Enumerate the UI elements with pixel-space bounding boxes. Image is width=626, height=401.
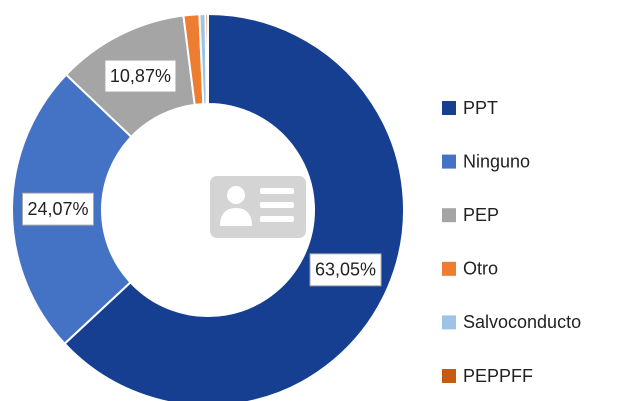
data-label-text: 10,87%: [110, 66, 171, 86]
legend-label: Ninguno: [463, 151, 530, 171]
data-label-box: [309, 253, 382, 287]
data-label: 24,07%: [21, 192, 95, 226]
legend-label: Salvoconducto: [463, 312, 581, 332]
legend-swatch: [442, 101, 456, 115]
legend-label: PPT: [463, 98, 498, 118]
legend-label: Otro: [463, 259, 498, 279]
donut-slice: [204, 12, 209, 106]
data-label: 10,87%: [104, 59, 177, 93]
legend-label: PEPPFF: [463, 366, 533, 386]
legend-swatch: [442, 261, 456, 276]
data-label-box: [21, 192, 95, 226]
legend-label: PEP: [463, 205, 499, 225]
legend-swatch: [442, 315, 456, 330]
donut-slice: [63, 12, 405, 401]
legend-swatch: [442, 208, 456, 223]
data-label-text: 24,07%: [27, 199, 88, 219]
legend-swatch: [442, 154, 456, 169]
center-icon: [210, 176, 306, 238]
legend-swatch: [442, 369, 456, 383]
data-label-box: [104, 59, 177, 93]
data-label: 63,05%: [309, 253, 382, 287]
data-label-text: 63,05%: [315, 260, 376, 280]
